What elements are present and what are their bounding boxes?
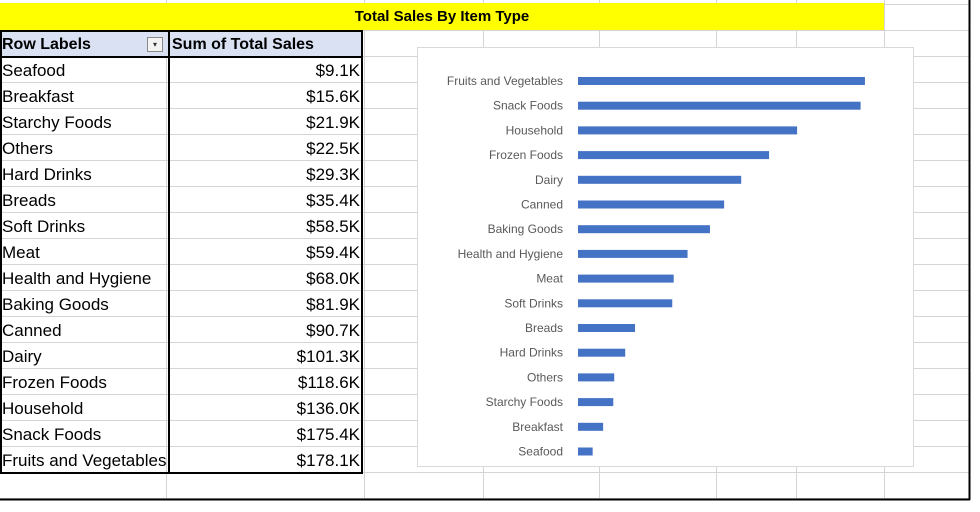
row-label: Health and Hygiene [2, 269, 152, 288]
bar[interactable] [578, 151, 770, 160]
category-label: Others [527, 370, 563, 384]
row-label: Hard Drinks [2, 165, 92, 184]
pivot-header-row: Row Labels ▾ Sum of Total Sales [2, 32, 361, 58]
category-label: Snack Foods [493, 99, 563, 113]
row-value: $35.4K [306, 191, 360, 210]
row-value: $58.5K [306, 217, 360, 236]
bar-chart[interactable]: Fruits and Vegetables Snack Foods Househol… [417, 47, 914, 467]
row-label: Household [2, 399, 84, 418]
row-label: Frozen Foods [2, 373, 107, 392]
category-label: Breakfast [512, 420, 563, 434]
row-label: Snack Foods [2, 425, 102, 444]
row-value: $21.9K [306, 113, 360, 132]
row-value: $178.1K [296, 451, 360, 470]
bar[interactable] [578, 447, 593, 456]
pivot-row[interactable]: Meat $59.4K [2, 240, 361, 266]
category-label: Frozen Foods [489, 148, 563, 162]
category-label: Meat [536, 272, 563, 286]
bar[interactable] [578, 200, 725, 209]
pivot-row[interactable]: Soft Drinks $58.5K [2, 214, 361, 240]
row-value: $101.3K [296, 347, 360, 366]
bar[interactable] [578, 299, 673, 308]
category-label: Household [506, 123, 563, 137]
category-label: Fruits and Vegetables [447, 74, 563, 88]
category-label: Dairy [535, 173, 563, 187]
row-value: $81.9K [306, 295, 360, 314]
category-label: Soft Drinks [504, 296, 563, 310]
row-label: Fruits and Vegetables [2, 451, 167, 470]
bar[interactable] [578, 77, 865, 85]
row-label: Meat [2, 243, 40, 262]
sum-total-sales-header[interactable]: Sum of Total Sales [172, 36, 314, 53]
pivot-row[interactable]: Household $136.0K [2, 396, 361, 422]
row-value: $136.0K [296, 399, 360, 418]
row-label: Seafood [2, 61, 66, 80]
bar[interactable] [578, 422, 604, 431]
bar[interactable] [578, 249, 688, 258]
row-label: Soft Drinks [2, 217, 86, 236]
category-label: Seafood [518, 445, 563, 459]
bar[interactable] [578, 126, 798, 135]
row-value: $175.4K [296, 425, 360, 444]
bar-chart-svg: Fruits and Vegetables Snack Foods Househol… [447, 74, 865, 459]
category-label: Starchy Foods [486, 395, 563, 409]
row-value: $118.6K [297, 373, 360, 392]
row-value: $90.7K [306, 321, 360, 340]
pivot-row[interactable]: Starchy Foods $21.9K [2, 110, 361, 136]
row-value: $29.3K [306, 165, 360, 184]
bar[interactable] [578, 373, 615, 382]
bar[interactable] [578, 225, 710, 234]
pivot-column-divider [168, 32, 170, 472]
row-label: Baking Goods [2, 295, 109, 314]
category-label: Baking Goods [488, 222, 563, 236]
category-label: Breads [525, 321, 563, 335]
row-value: $68.0K [306, 269, 360, 288]
pivot-row[interactable]: Canned $90.7K [2, 318, 361, 344]
sort-filter-icon[interactable]: ▾ [147, 37, 163, 52]
bar[interactable] [578, 324, 636, 332]
pivot-row[interactable]: Breakfast $15.6K [2, 84, 361, 110]
pivot-table: Row Labels ▾ Sum of Total Sales Seafood $… [0, 30, 363, 474]
pivot-row[interactable]: Baking Goods $81.9K [2, 292, 361, 318]
pivot-row[interactable]: Seafood $9.1K [2, 58, 361, 84]
title-banner: Total Sales By Item Type [0, 3, 884, 30]
row-label: Breads [2, 191, 56, 210]
pivot-row[interactable]: Fruits and Vegetables $178.1K [2, 448, 361, 474]
row-label: Canned [2, 321, 62, 340]
bar[interactable] [578, 175, 742, 184]
pivot-row[interactable]: Hard Drinks $29.3K [2, 162, 361, 188]
row-label: Starchy Foods [2, 113, 112, 132]
report-title: Total Sales By Item Type [354, 8, 530, 25]
row-value: $22.5K [306, 139, 360, 158]
bar[interactable] [578, 398, 614, 407]
row-label: Others [2, 139, 54, 158]
pivot-row[interactable]: Snack Foods $175.4K [2, 422, 361, 448]
pivot-row[interactable]: Breads $35.4K [2, 188, 361, 214]
row-labels-header[interactable]: Row Labels [2, 36, 91, 53]
bar[interactable] [578, 348, 626, 357]
pivot-row[interactable]: Others $22.5K [2, 136, 361, 162]
pivot-row[interactable]: Health and Hygiene $68.0K [2, 266, 361, 292]
bar[interactable] [578, 274, 674, 283]
bar[interactable] [578, 101, 861, 110]
pivot-row[interactable]: Frozen Foods $118.6K [2, 370, 361, 396]
row-label: Breakfast [2, 87, 74, 106]
row-value: $15.6K [306, 87, 360, 106]
category-label: Health and Hygiene [458, 247, 564, 261]
category-label: Canned [521, 198, 563, 212]
row-label: Dairy [2, 347, 42, 366]
pivot-row[interactable]: Dairy $101.3K [2, 344, 361, 370]
row-value: $59.4K [306, 243, 360, 262]
row-value: $9.1K [315, 61, 360, 80]
category-label: Hard Drinks [500, 346, 563, 360]
